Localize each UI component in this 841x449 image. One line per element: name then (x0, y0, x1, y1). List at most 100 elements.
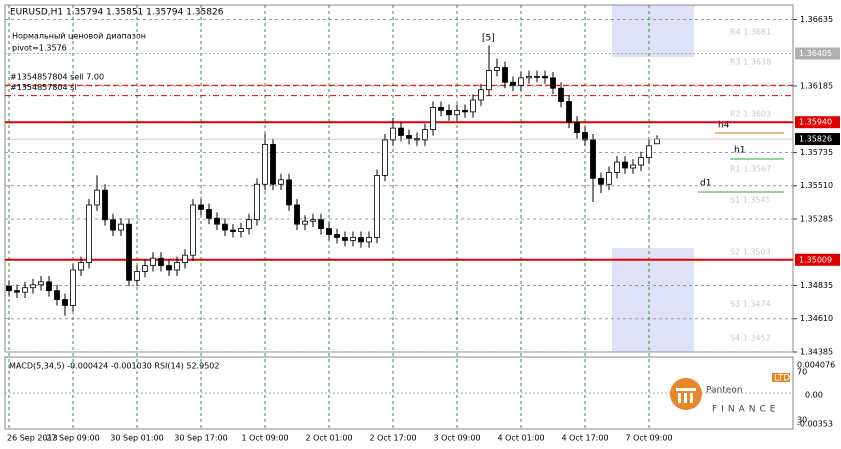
logo: Panteon FINANCE LTD (670, 373, 790, 415)
candle-body (566, 101, 572, 123)
candle-body (198, 204, 204, 210)
candle-body (46, 281, 52, 292)
order-label: #1354857804 sl (10, 83, 77, 92)
x-tick-label: 3 Oct 09:00 (433, 434, 480, 443)
candle-body (494, 67, 500, 71)
candle-body (654, 138, 660, 145)
y-tick-label: 1.35285 (800, 214, 833, 223)
y-tick-label: 1.34835 (800, 281, 833, 290)
candle-body (534, 75, 540, 78)
logo-icon (678, 393, 681, 403)
indicator-tick: 0.004076 (797, 361, 835, 370)
pivot-level: S4 1.3452 (730, 334, 771, 343)
candle-body (446, 109, 452, 116)
candle-body (126, 223, 132, 281)
price-label: 1.35940 (799, 118, 832, 127)
candle-body (14, 290, 20, 293)
pivot-level: R3 1.3638 (730, 58, 771, 67)
candle-body (70, 269, 76, 306)
candle-body (342, 237, 348, 241)
candle-body (574, 121, 580, 133)
pivot-level: R1 1.3567 (730, 165, 771, 174)
x-tick-label: 30 Sep 01:00 (110, 434, 163, 443)
candle-body (366, 237, 372, 243)
candle-body (398, 127, 404, 136)
x-tick-label: 1 Oct 09:00 (241, 434, 288, 443)
y-tick-label: 1.35510 (800, 181, 833, 190)
candle-body (6, 285, 12, 292)
candle-body (134, 271, 140, 281)
candle-body (270, 143, 276, 185)
y-tick-label: 1.34385 (800, 348, 833, 357)
price-label: 1.35009 (799, 255, 832, 264)
candle-body (614, 161, 620, 173)
candle-body (302, 220, 308, 225)
candle-body (358, 237, 364, 243)
candle-body (318, 219, 324, 229)
candle-body (150, 257, 156, 266)
indicator-tick: 0.00 (805, 391, 823, 400)
candle-body (230, 229, 236, 232)
candle-body (166, 265, 172, 271)
y-tick-label: 1.34610 (800, 314, 833, 323)
candle-body (182, 254, 188, 263)
candle-body (190, 204, 196, 256)
candle-body (422, 129, 428, 141)
main-frame (4, 4, 794, 353)
candle-body (174, 262, 180, 271)
x-tick-label: 26 Sep 2013 (7, 434, 58, 443)
candle-body (510, 81, 516, 86)
price-box (795, 47, 840, 60)
candle-body (334, 234, 340, 238)
price-box (795, 116, 840, 129)
candle-body (374, 174, 380, 238)
candle-body (246, 219, 252, 229)
candle-body (598, 177, 604, 185)
candle-body (110, 219, 116, 231)
x-tick-label: 4 Oct 17:00 (561, 434, 608, 443)
candle-body (430, 107, 436, 130)
candle-body (390, 127, 396, 141)
pivot-level: S3 1.3474 (730, 300, 771, 309)
candle-body (406, 135, 412, 139)
candle-body (62, 299, 68, 306)
candle-body (214, 217, 220, 225)
logo-name: Panteon (706, 386, 743, 396)
candle-body (582, 132, 588, 141)
candle-body (118, 223, 124, 231)
candle-body (86, 204, 92, 263)
pivot-level: S1 1.3545 (730, 196, 771, 205)
logo-tag: LTD (774, 374, 790, 384)
candle-body (78, 262, 84, 271)
candle-body (550, 77, 556, 89)
candle-body (294, 204, 300, 225)
candle-body (310, 219, 316, 222)
pivot-level: S2 1.3503 (730, 248, 771, 257)
x-tick-label: 2 Oct 17:00 (369, 434, 416, 443)
x-tick-label: 2 Oct 01:00 (305, 434, 352, 443)
annotation: Нормальный ценовой диапазон (12, 32, 146, 41)
candle-body (158, 257, 164, 266)
candle-body (286, 179, 292, 206)
indicator-tick: 30 (797, 416, 807, 425)
candle-body (590, 139, 596, 179)
indicator-tick: 70 (797, 368, 807, 377)
candle-body (142, 265, 148, 272)
candle-body (486, 70, 492, 91)
price-label: 1.36405 (799, 49, 832, 58)
indicator-title: MACD(5,34,5) -0.000424 -0.001030 RSI(14)… (9, 362, 219, 371)
y-tick-label: 1.35735 (800, 148, 833, 157)
candle-body (238, 228, 244, 232)
candle-body (30, 284, 36, 289)
candle-body (278, 179, 284, 185)
annotation: d1 (700, 179, 711, 189)
candle-body (94, 189, 100, 206)
range-zone (612, 248, 694, 352)
candle-body (502, 67, 508, 83)
candle-body (630, 164, 636, 169)
candle-body (526, 75, 532, 79)
y-tick-label: 1.36635 (800, 15, 833, 24)
candle-body (518, 77, 524, 86)
